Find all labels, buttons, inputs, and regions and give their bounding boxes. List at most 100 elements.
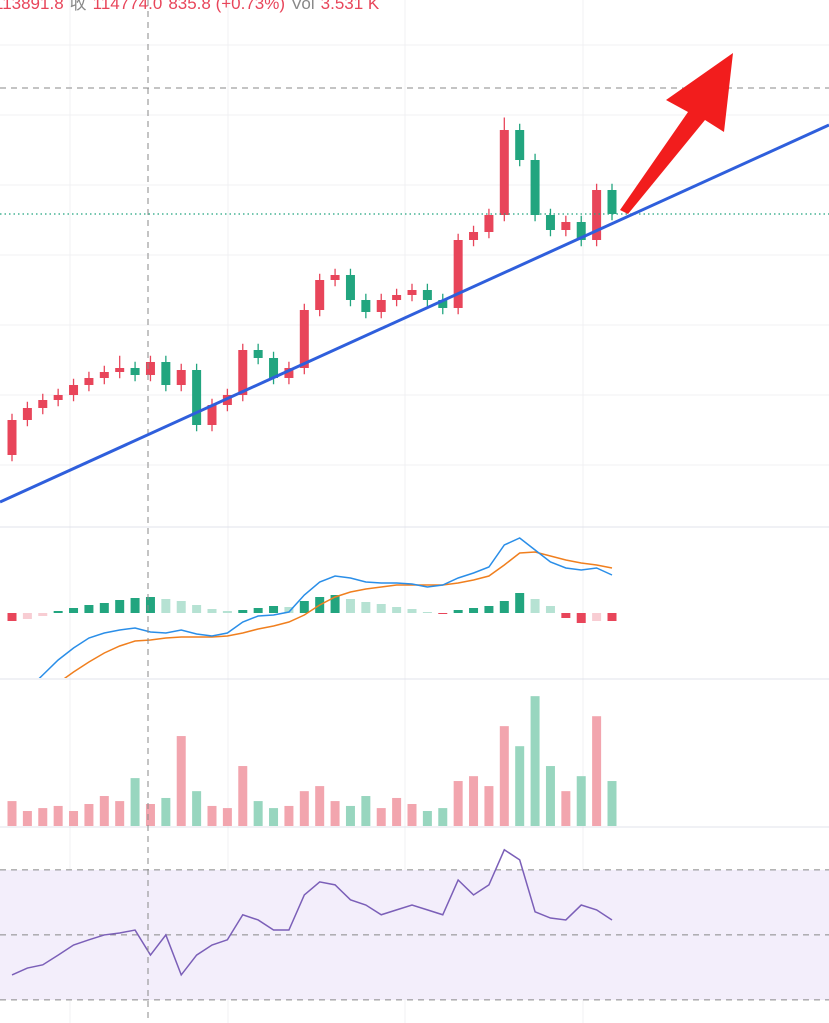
volume-bar	[392, 797, 402, 826]
candle-body	[130, 368, 140, 375]
candle-body	[438, 300, 448, 308]
macd-bar	[576, 613, 586, 623]
macd-bar	[361, 602, 371, 613]
candle-body	[376, 300, 386, 312]
macd-bar	[592, 613, 602, 621]
macd-bar	[84, 605, 94, 613]
candle-body	[207, 405, 217, 425]
volume-bar	[576, 776, 586, 826]
volume-bar	[253, 801, 263, 826]
volume-bar	[22, 811, 32, 826]
volume-bar	[53, 805, 63, 826]
macd-bar	[222, 611, 232, 613]
header-item: 3.531 K	[321, 0, 380, 13]
macd-bar	[438, 613, 448, 614]
candle-body	[145, 362, 155, 375]
candle-body	[453, 240, 463, 308]
volume-bar	[69, 811, 79, 826]
rsi-line	[11, 848, 613, 977]
macd-bar	[422, 612, 432, 613]
macd-bar	[484, 606, 494, 613]
macd-bar	[515, 593, 525, 613]
macd-bar	[392, 607, 402, 613]
volume-bar	[238, 766, 248, 826]
volume-bar	[38, 808, 48, 826]
volume-bar	[84, 804, 94, 826]
volume-bar	[284, 805, 294, 826]
candle-body	[361, 300, 371, 312]
macd-bar	[607, 613, 617, 621]
volume	[7, 696, 617, 826]
candle-body	[315, 280, 325, 310]
candle-body	[84, 378, 94, 385]
macd-bar	[269, 606, 279, 613]
candle-body	[299, 310, 309, 368]
volume-bar	[361, 796, 371, 826]
volume-bar	[345, 805, 355, 826]
candle-body	[392, 295, 402, 300]
macd-bar	[376, 604, 386, 613]
trend-line	[0, 123, 829, 504]
macd-bar	[7, 613, 17, 621]
macd-bar	[330, 595, 340, 613]
macd-bar	[407, 609, 417, 613]
candle-body	[561, 222, 571, 230]
plot-layer	[0, 117, 829, 1001]
volume-bar	[176, 736, 186, 826]
candle-body	[253, 350, 263, 358]
candle-body	[22, 408, 32, 420]
macd-bar	[469, 608, 479, 613]
candle-body	[607, 190, 617, 214]
volume-bar	[299, 791, 309, 826]
volume-bar	[545, 766, 555, 826]
rsi	[0, 848, 829, 1001]
macd-bar	[176, 601, 186, 613]
header: 113891.8 收 114774.0 835.8 (+0.73%) Vol 3.531 …	[0, 0, 380, 13]
macd-bar	[130, 598, 140, 613]
macd	[7, 537, 617, 678]
volume-bar	[330, 801, 340, 826]
candle-body	[176, 370, 186, 385]
volume-bar	[484, 786, 494, 826]
macd-bar	[69, 608, 79, 613]
candle-body	[269, 358, 279, 378]
candles	[0, 117, 829, 462]
candle-body	[592, 190, 602, 240]
volume-bar	[222, 808, 232, 826]
macd-bar	[99, 603, 109, 613]
volume-bar	[130, 778, 140, 826]
macd-bar	[499, 601, 509, 613]
volume-bar	[469, 776, 479, 826]
candle-body	[161, 362, 171, 385]
volume-bar	[438, 808, 448, 826]
macd-bar	[238, 610, 248, 613]
candle-body	[422, 290, 432, 300]
macd-bar	[38, 613, 48, 616]
candle-body	[99, 372, 109, 378]
candle-body	[192, 370, 202, 425]
header-item: 113891.8	[0, 0, 64, 13]
macd-bar	[345, 599, 355, 613]
candle-body	[38, 400, 48, 408]
candle-body	[238, 350, 248, 395]
volume-bar	[607, 781, 617, 826]
volume-bar	[99, 796, 109, 826]
macd-bar	[22, 613, 32, 619]
macd-bar	[284, 607, 294, 613]
macd-bar	[145, 597, 155, 613]
volume-bar	[7, 801, 17, 826]
candle-body	[284, 368, 294, 378]
candle-body	[53, 395, 63, 400]
dea-line	[63, 551, 613, 678]
volume-bar	[453, 781, 463, 826]
volume-bar	[115, 801, 125, 826]
macd-bar	[161, 599, 171, 613]
macd-bar	[453, 610, 463, 613]
volume-bar	[269, 808, 279, 826]
volume-bar	[161, 797, 171, 826]
candle-body	[115, 368, 125, 372]
volume-bar	[592, 716, 602, 826]
